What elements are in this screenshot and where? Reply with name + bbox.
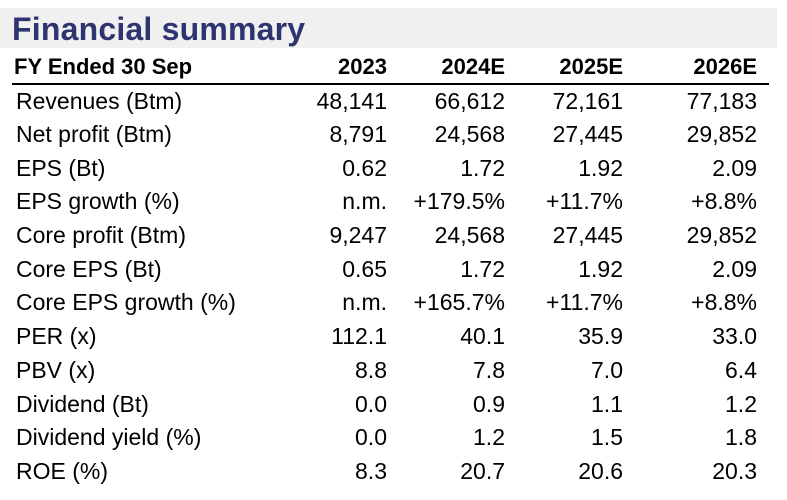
table-row: PER (x) 112.1 40.1 35.9 33.0 [12, 320, 769, 354]
table-row: Core profit (Btm) 9,247 24,568 27,445 29… [12, 219, 769, 253]
cell-value: 1.2 [473, 424, 505, 451]
row-label: EPS (Bt) [16, 154, 106, 181]
cell-value: +11.7% [546, 289, 623, 316]
table-row: Revenues (Btm) 48,141 66,612 72,161 77,1… [12, 84, 769, 118]
cell-value: 40.1 [460, 323, 505, 350]
row-label: EPS growth (%) [16, 188, 180, 215]
cell-value: +8.8% [691, 188, 757, 215]
cell-value: 8,791 [329, 121, 387, 148]
cell-value: 0.0 [355, 424, 387, 451]
page-title: Financial summary [12, 11, 306, 47]
cell-value: n.m. [342, 188, 387, 215]
financial-summary-table: FY Ended 30 Sep 2023 2024E 2025E 2026E R… [12, 50, 769, 488]
table-row: EPS (Bt) 0.62 1.72 1.92 2.09 [12, 151, 769, 185]
cell-value: 20.3 [712, 457, 757, 484]
table-row: EPS growth (%) n.m. +179.5% +11.7% +8.8% [12, 185, 769, 219]
cell-value: 0.65 [342, 255, 387, 282]
header-year-2026e: 2026E [623, 50, 769, 85]
cell-value: 66,612 [434, 87, 505, 114]
title-bar: Financial summary [0, 8, 777, 48]
cell-value: +165.7% [413, 289, 505, 316]
row-label: ROE (%) [16, 457, 108, 484]
cell-value: 27,445 [552, 222, 623, 249]
cell-value: 2.09 [712, 255, 757, 282]
cell-value: 27,445 [552, 121, 623, 148]
cell-value: 35.9 [578, 323, 623, 350]
cell-value: 1.72 [460, 255, 505, 282]
table-row: Dividend yield (%) 0.0 1.2 1.5 1.8 [12, 421, 769, 455]
cell-value: 7.0 [591, 356, 623, 383]
row-label: Core profit (Btm) [16, 222, 186, 249]
cell-value: 2.09 [712, 154, 757, 181]
cell-value: 0.0 [355, 390, 387, 417]
cell-value: 8.8 [355, 356, 387, 383]
row-label: Dividend (Bt) [16, 390, 149, 417]
cell-value: 1.2 [725, 390, 757, 417]
row-label: PER (x) [16, 323, 97, 350]
table-row: Dividend (Bt) 0.0 0.9 1.1 1.2 [12, 387, 769, 421]
cell-value: 1.1 [591, 390, 623, 417]
cell-value: 24,568 [434, 121, 505, 148]
row-label: PBV (x) [16, 356, 96, 383]
cell-value: 1.92 [578, 255, 623, 282]
row-label: Revenues (Btm) [16, 87, 183, 114]
row-label: Core EPS growth (%) [16, 289, 236, 316]
cell-value: 29,852 [686, 121, 757, 148]
cell-value: 33.0 [712, 323, 757, 350]
row-label: Net profit (Btm) [16, 121, 172, 148]
cell-value: n.m. [342, 289, 387, 316]
cell-value: 20.7 [460, 457, 505, 484]
table-row: Net profit (Btm) 8,791 24,568 27,445 29,… [12, 118, 769, 152]
cell-value: 20.6 [578, 457, 623, 484]
cell-value: 1.5 [591, 424, 623, 451]
cell-value: 7.8 [473, 356, 505, 383]
cell-value: 24,568 [434, 222, 505, 249]
cell-value: +11.7% [546, 188, 623, 215]
cell-value: 0.9 [473, 390, 505, 417]
table-row: Core EPS (Bt) 0.65 1.72 1.92 2.09 [12, 252, 769, 286]
cell-value: +179.5% [413, 188, 505, 215]
cell-value: 6.4 [725, 356, 757, 383]
cell-value: 8.3 [355, 457, 387, 484]
row-label: Core EPS (Bt) [16, 255, 162, 282]
header-year-2023: 2023 [292, 50, 387, 85]
cell-value: 77,183 [686, 87, 757, 114]
cell-value: 112.1 [331, 323, 387, 350]
header-period-label: FY Ended 30 Sep [12, 50, 292, 85]
cell-value: 48,141 [316, 87, 387, 114]
table-row: Core EPS growth (%) n.m. +165.7% +11.7% … [12, 286, 769, 320]
cell-value: 1.72 [460, 154, 505, 181]
cell-value: 29,852 [686, 222, 757, 249]
cell-value: 72,161 [552, 87, 623, 114]
table-row: PBV (x) 8.8 7.8 7.0 6.4 [12, 354, 769, 388]
row-label: Dividend yield (%) [16, 424, 202, 451]
cell-value: 1.92 [578, 154, 623, 181]
cell-value: +8.8% [691, 289, 757, 316]
cell-value: 9,247 [329, 222, 387, 249]
cell-value: 0.62 [342, 154, 387, 181]
header-year-2024e: 2024E [387, 50, 505, 85]
cell-value: 1.8 [725, 424, 757, 451]
header-row: FY Ended 30 Sep 2023 2024E 2025E 2026E [12, 50, 769, 85]
table-row: ROE (%) 8.3 20.7 20.6 20.3 [12, 455, 769, 489]
header-year-2025e: 2025E [505, 50, 623, 85]
